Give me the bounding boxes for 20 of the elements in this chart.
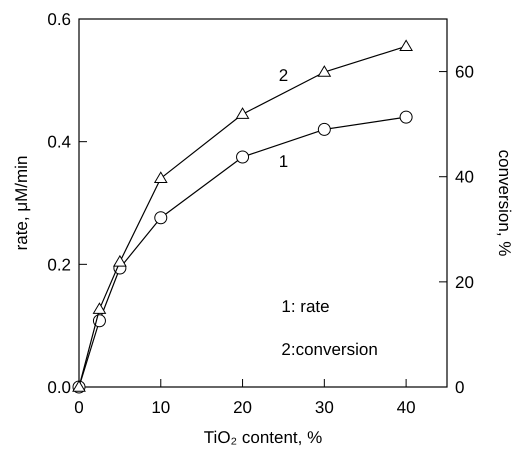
y2-tick-label: 0 [455, 378, 464, 397]
series-label: 2 [278, 66, 288, 86]
y-axis-title: rate, μM/min [12, 156, 31, 250]
y2-tick-label: 40 [455, 168, 474, 187]
y2-tick-label: 60 [455, 62, 474, 82]
series-label: 1 [278, 152, 288, 172]
y-tick-label: 0.0 [47, 378, 71, 397]
x-tick-label: 10 [151, 398, 170, 417]
x-axis-title: TiO₂ content, % [204, 428, 322, 447]
y2-tick-label: 20 [455, 272, 474, 292]
x-tick-label: 0 [74, 398, 84, 417]
annotation: 2:conversion [281, 340, 378, 359]
x-tick-label: 30 [314, 398, 334, 417]
y-tick-label: 0.6 [47, 10, 71, 29]
x-tick-label: 20 [233, 398, 252, 417]
y-tick-label: 0.2 [47, 255, 71, 274]
x-tick-label: 40 [396, 398, 416, 417]
annotation: 1: rate [281, 297, 330, 316]
y-tick-label: 0.4 [47, 132, 71, 152]
y2-axis-title: conversion, % [495, 150, 514, 256]
